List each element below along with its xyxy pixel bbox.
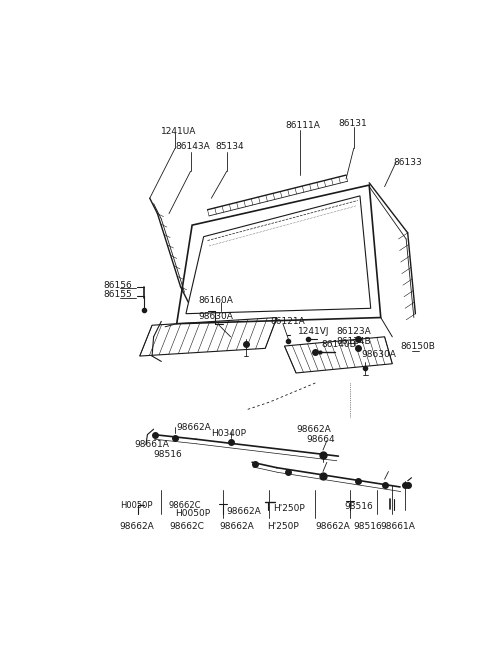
Text: 86121A: 86121A [271, 317, 305, 326]
Text: 98661A: 98661A [134, 440, 169, 449]
Text: 1241VJ: 1241VJ [298, 327, 329, 336]
Text: 98662A: 98662A [119, 522, 154, 532]
Text: 86140B: 86140B [322, 340, 356, 349]
Text: 86123A: 86123A [337, 327, 372, 336]
Text: H'250P: H'250P [267, 522, 300, 532]
Text: 85134: 85134 [215, 142, 244, 151]
Text: H0050P: H0050P [120, 501, 153, 510]
Text: 86155: 86155 [104, 290, 132, 299]
Text: 1241UA: 1241UA [161, 127, 197, 136]
Text: 86143A: 86143A [175, 142, 210, 151]
Text: 98662A: 98662A [177, 423, 212, 432]
Text: H'250P: H'250P [273, 504, 305, 513]
Text: H0340P: H0340P [211, 428, 246, 438]
Text: 98662A: 98662A [315, 522, 350, 532]
Text: 98661A: 98661A [381, 522, 416, 532]
Text: 86124B: 86124B [337, 337, 372, 346]
Text: 98516: 98516 [154, 450, 182, 459]
Text: 86111A: 86111A [285, 120, 320, 129]
Text: 98662A: 98662A [219, 522, 254, 532]
Text: 98662C: 98662C [168, 501, 201, 510]
Text: 98664: 98664 [306, 435, 335, 443]
Text: 98516: 98516 [345, 502, 373, 510]
Text: 98662A: 98662A [296, 424, 331, 434]
Text: 98662A: 98662A [227, 507, 262, 516]
Text: 86133: 86133 [394, 158, 422, 166]
Text: 98516: 98516 [354, 522, 383, 532]
Text: 98630A: 98630A [361, 350, 396, 359]
Text: H0050P: H0050P [175, 509, 210, 518]
Text: 86160A: 86160A [198, 296, 233, 305]
Text: 86150B: 86150B [400, 342, 435, 351]
Text: 86156: 86156 [104, 281, 132, 290]
Text: 98662C: 98662C [169, 522, 204, 532]
Text: 98630A: 98630A [198, 311, 233, 321]
Text: 86131: 86131 [338, 119, 367, 128]
